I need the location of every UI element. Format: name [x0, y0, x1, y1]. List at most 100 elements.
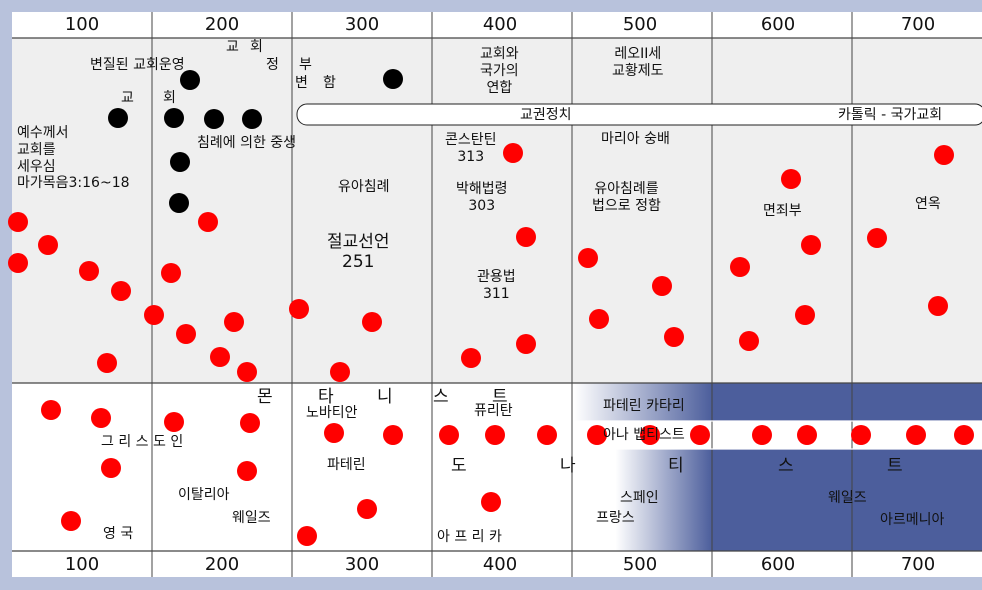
label-purgatory: 연옥 — [915, 196, 941, 212]
bottom-tick-200: 200 — [204, 554, 240, 575]
martyr-dot — [38, 235, 58, 255]
top-tick-300: 300 — [344, 14, 380, 35]
martyr-dot — [516, 227, 536, 247]
church-dot — [108, 108, 128, 128]
label-italy: 이탈리아 — [178, 487, 230, 503]
label-donatist-do: 도 — [451, 456, 467, 476]
martyr-dot — [587, 425, 607, 445]
label-england: 영 국 — [103, 526, 134, 542]
top-scale-bar — [12, 12, 982, 38]
label-mary-worship: 마리아 숭배 — [601, 131, 670, 147]
martyr-dot — [144, 305, 164, 325]
label-church-gov-hoe: 회 — [250, 39, 263, 55]
label-montanist-seu: 스 — [433, 387, 449, 407]
martyr-dot — [8, 253, 28, 273]
label-france: 프랑스 — [596, 510, 635, 526]
label-montanist-ta: 타 — [318, 387, 334, 407]
martyr-dot — [97, 353, 117, 373]
label-greece: 그 리 스 도 인 — [101, 434, 184, 450]
martyr-dot — [485, 425, 505, 445]
top-tick-700: 700 — [900, 14, 936, 35]
label-catholic-state-church: 카톨릭 - 국가교회 — [838, 107, 943, 123]
label-papal-politics: 교권정치 — [520, 107, 572, 123]
martyr-dot — [297, 526, 317, 546]
martyr-dot — [537, 425, 557, 445]
church-dot — [383, 69, 403, 89]
martyr-dot — [934, 145, 954, 165]
martyr-dot — [867, 228, 887, 248]
martyr-dot — [101, 458, 121, 478]
martyr-dot — [516, 334, 536, 354]
label-spain: 스페인 — [620, 490, 659, 506]
label-montanist-ni: 니 — [377, 387, 393, 407]
top-tick-400: 400 — [482, 14, 518, 35]
martyr-dot — [461, 348, 481, 368]
martyr-dot — [578, 248, 598, 268]
martyr-dot — [41, 400, 61, 420]
label-leo-papacy: 레오II세 교황제도 — [612, 46, 664, 79]
martyr-dot — [439, 425, 459, 445]
label-church-state-union: 교회와 국가의 연합 — [480, 46, 519, 96]
label-infant-baptism: 유아침례 — [338, 179, 390, 195]
label-montanist-mon: 몬 — [257, 387, 273, 407]
martyr-dot — [61, 511, 81, 531]
label-novatian: 노바티안 — [306, 405, 358, 421]
martyr-dot — [224, 312, 244, 332]
martyr-dot — [111, 281, 131, 301]
martyr-dot — [8, 212, 28, 232]
martyr-dot — [357, 499, 377, 519]
martyr-dot — [237, 362, 257, 382]
martyr-dot — [664, 327, 684, 347]
martyr-dot — [161, 263, 181, 283]
label-church-gov-jeong: 정 — [266, 57, 279, 73]
church-dot — [169, 193, 189, 213]
bottom-tick-600: 600 — [760, 554, 796, 575]
label-church-hoe: 회 — [163, 90, 176, 106]
martyr-dot — [503, 143, 523, 163]
martyr-dot — [330, 362, 350, 382]
church-dot — [170, 152, 190, 172]
martyr-dot — [362, 312, 382, 332]
martyr-dot — [240, 413, 260, 433]
bottom-tick-100: 100 — [64, 554, 100, 575]
martyr-dot — [690, 425, 710, 445]
label-persecution-303: 박해법령 303 — [456, 181, 508, 214]
martyr-dot — [176, 324, 196, 344]
bottom-tick-300: 300 — [344, 554, 380, 575]
martyr-dot — [739, 331, 759, 351]
label-africa: 아 프 리 카 — [437, 529, 502, 545]
label-church-gyo: 교 — [121, 90, 134, 106]
label-church-gov-ham: 함 — [323, 75, 336, 91]
label-montanist-teu: 트 — [492, 387, 508, 407]
bottom-scale-bar — [12, 551, 982, 577]
papal-politics-bar — [296, 103, 982, 126]
label-regeneration-baptism: 침례에 의한 중생 — [197, 135, 297, 151]
martyr-dot — [954, 425, 974, 445]
martyr-dot — [906, 425, 926, 445]
label-wales: 웨일즈 — [232, 510, 271, 526]
church-dot — [180, 70, 200, 90]
martyr-dot — [781, 169, 801, 189]
martyr-dot — [324, 423, 344, 443]
label-paterine-cathari: 파테린 카타리 — [603, 398, 685, 414]
top-tick-600: 600 — [760, 14, 796, 35]
martyr-dot — [752, 425, 772, 445]
church-dot — [204, 109, 224, 129]
martyr-dot — [730, 257, 750, 277]
martyr-dot — [652, 276, 672, 296]
martyr-dot — [797, 425, 817, 445]
label-donatist-seu: 스 — [778, 456, 794, 476]
label-anabaptist: 아나 뱁티스트 — [603, 427, 685, 443]
martyr-dot — [164, 412, 184, 432]
martyr-dot — [198, 212, 218, 232]
blue-band-lower-fade — [574, 449, 712, 551]
label-wales-2: 웨일즈 — [828, 490, 867, 506]
top-tick-500: 500 — [622, 14, 658, 35]
label-edict-251: 절교선언 251 — [327, 232, 390, 273]
martyr-dot — [383, 425, 403, 445]
martyr-dot — [795, 305, 815, 325]
martyr-dot — [589, 309, 609, 329]
church-dot — [164, 108, 184, 128]
